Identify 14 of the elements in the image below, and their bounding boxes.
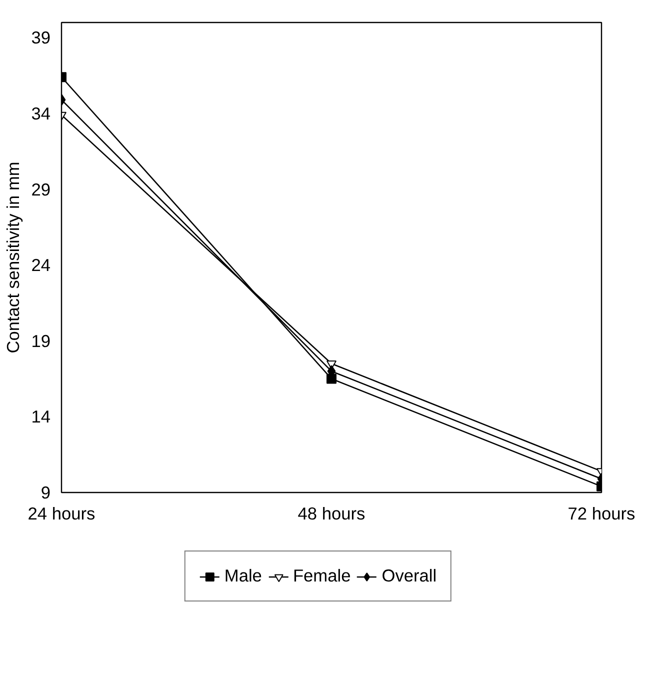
- y-tick-label: 39: [31, 28, 51, 48]
- legend-label: Male: [224, 566, 262, 586]
- y-tick-label: 9: [40, 482, 51, 502]
- x-tick-label: 48 hours: [298, 504, 366, 524]
- x-tick-label: 72 hours: [568, 504, 636, 524]
- x-tick-label: 24 hours: [28, 504, 96, 524]
- y-tick-label: 19: [31, 330, 51, 351]
- y-tick-label: 29: [31, 179, 51, 200]
- y-axis-title: Contact sensitivity in mm: [3, 162, 24, 354]
- legend-label: Female: [292, 566, 351, 586]
- y-tick-label: 24: [31, 255, 51, 276]
- y-tick-label: 34: [31, 103, 51, 124]
- legend-label: Overall: [382, 566, 437, 586]
- y-tick-label: 14: [31, 406, 51, 427]
